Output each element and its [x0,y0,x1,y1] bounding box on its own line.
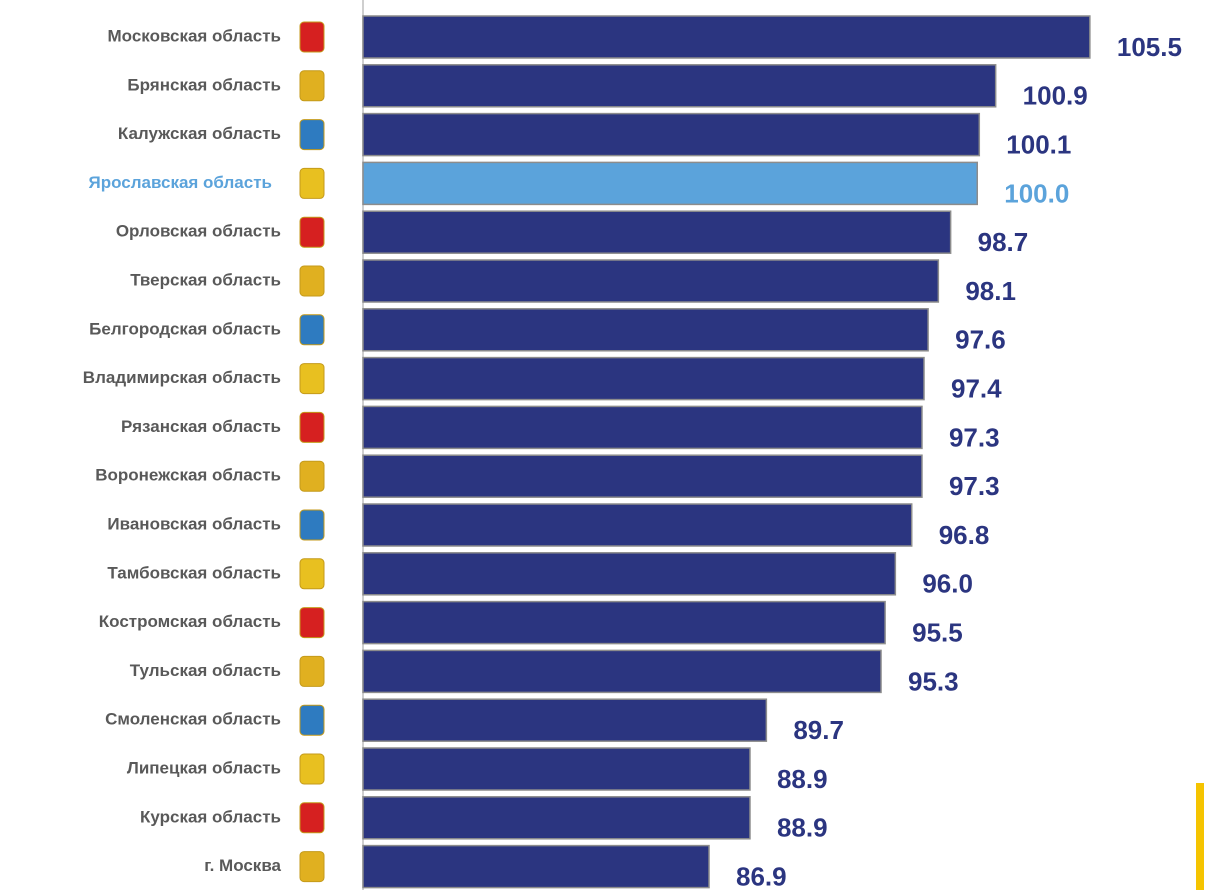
bar [362,259,940,303]
bar [362,454,923,498]
coat-of-arms [299,314,325,346]
category-label: Воронежская область [95,466,281,485]
category-label: Смоленская область [105,710,281,729]
value-label: 88.9 [777,813,828,843]
value-label: 97.4 [951,373,1002,403]
coat-of-arms [299,509,325,541]
coat-of-arms [299,265,325,297]
value-label: 97.3 [949,422,1000,452]
value-label: 98.7 [978,227,1029,257]
category-label: Курская область [140,807,281,826]
value-label: 97.3 [949,471,1000,501]
value-label: 96.0 [922,569,973,599]
bar [362,64,997,108]
bar [362,161,978,206]
bar [362,747,751,791]
bar [362,552,897,596]
coat-of-arms [299,655,325,687]
category-label: Липецкая область [127,758,281,777]
value-label: 105.5 [1117,32,1182,62]
category-label: Тульская область [130,661,281,680]
category-label: Владимирская область [83,368,281,387]
coat-of-arms [299,70,325,102]
category-label: Московская область [108,26,281,45]
value-label: 95.5 [912,617,963,647]
decor-bar [1196,783,1204,890]
category-label: Брянская область [127,75,281,94]
category-label: Калужская область [118,124,281,143]
category-label: Тамбовская область [107,563,281,582]
bar [362,698,768,742]
bar [362,308,929,352]
value-label: 98.1 [965,276,1016,306]
category-label: г. Москва [204,856,281,875]
category-label: Белгородская область [89,319,281,338]
category-label: Тверская область [130,270,281,289]
coat-of-arms [299,21,325,53]
bar [362,796,751,840]
coat-of-arms [299,119,325,151]
coat-of-arms [299,167,325,199]
category-label: Орловская область [116,222,281,241]
category-label: Ярославская область [88,173,272,192]
value-label: 100.1 [1006,129,1071,159]
value-label: 86.9 [736,861,787,890]
bar [362,405,923,450]
coat-of-arms [299,363,325,395]
coat-of-arms [299,607,325,639]
value-label: 100.9 [1023,81,1088,111]
coat-of-arms [299,411,325,443]
bar [362,210,952,254]
value-label: 95.3 [908,666,959,696]
value-label: 89.7 [793,715,844,745]
category-label: Костромская область [99,612,281,631]
value-label: 88.9 [777,764,828,794]
coat-of-arms [299,216,325,248]
bar [362,503,913,547]
bar [362,356,925,401]
coat-of-arms [299,802,325,834]
bar [362,112,981,157]
category-label: Рязанская область [121,417,281,436]
bar [362,15,1091,59]
bar [362,844,710,889]
coat-of-arms [299,460,325,492]
value-label: 97.6 [955,325,1006,355]
coat-of-arms [299,558,325,590]
value-label: 96.8 [939,520,990,550]
coat-of-arms [299,753,325,785]
category-label: Ивановская область [107,514,281,533]
coat-of-arms [299,851,325,883]
value-label: 100.0 [1004,178,1069,208]
bar [362,649,882,694]
coat-of-arms [299,704,325,736]
bar [362,600,886,645]
